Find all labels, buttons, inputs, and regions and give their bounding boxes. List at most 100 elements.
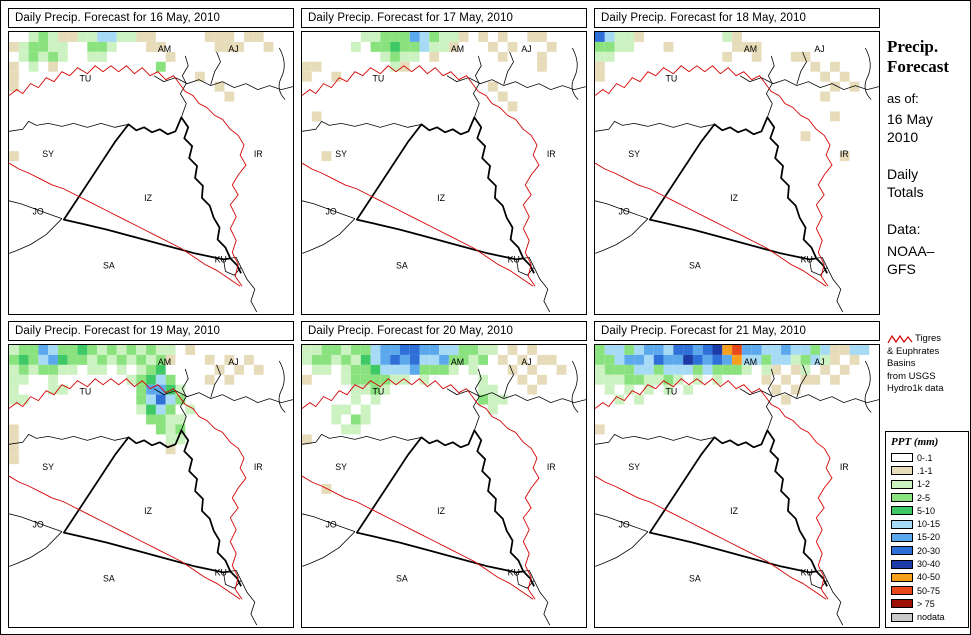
legend-entry: nodata	[891, 611, 964, 624]
forecast-panel-grid: Daily Precip. Forecast for 16 May, 2010 A…	[8, 8, 880, 628]
country-label: SY	[42, 149, 54, 159]
basin-squiggle-icon	[887, 334, 913, 344]
data-source-line2: GFS	[887, 260, 916, 277]
legend-swatch	[891, 546, 913, 556]
country-label: AJ	[521, 357, 531, 367]
country-label: AM	[158, 44, 171, 54]
country-label: AM	[451, 357, 464, 367]
legend-swatch	[891, 519, 913, 529]
legend-entry: 10-15	[891, 517, 964, 530]
figure-title-line2: Forecast	[887, 57, 949, 77]
legend-label: 0-.1	[917, 452, 933, 463]
country-label: AJ	[814, 357, 824, 367]
data-label: Data:	[887, 221, 921, 238]
country-label: IR	[840, 462, 849, 472]
legend-swatch	[891, 599, 913, 609]
legend-swatch	[891, 586, 913, 596]
figure-title-line1: Precip.	[887, 37, 939, 56]
legend-swatch	[891, 453, 913, 463]
forecast-panel: Daily Precip. Forecast for 21 May, 2010 A…	[594, 321, 880, 628]
country-label: TU	[80, 387, 92, 397]
forecast-panel: Daily Precip. Forecast for 20 May, 2010 A…	[301, 321, 587, 628]
country-label: SA	[689, 260, 701, 270]
country-label: JO	[326, 520, 337, 530]
basin-note-text: Tigres	[915, 333, 942, 345]
country-label: SY	[335, 149, 347, 159]
country-label: KU	[508, 254, 520, 264]
basin-note-line: Hydro1k data	[887, 383, 944, 395]
legend-label: 20-30	[917, 545, 941, 556]
country-label: AJ	[228, 44, 238, 54]
panel-title: Daily Precip. Forecast for 16 May, 2010	[8, 8, 294, 28]
legend-entry: 50-75	[891, 584, 964, 597]
country-label: IZ	[437, 506, 445, 516]
forecast-panel: Daily Precip. Forecast for 16 May, 2010 A…	[8, 8, 294, 315]
legend-entry: > 75	[891, 597, 964, 610]
panel-title: Daily Precip. Forecast for 20 May, 2010	[301, 321, 587, 341]
precip-map: AM AJ TU SY IR IZ JO SA KU	[9, 32, 293, 313]
basin-note-line: Tigres	[887, 333, 969, 346]
asof-label: as of:	[887, 91, 919, 107]
legend-title: PPT (mm)	[891, 436, 939, 448]
country-label: JO	[33, 207, 44, 217]
map-frame: AM AJ TU SY IR IZ JO SA KU	[8, 31, 294, 315]
basin-note-line: & Euphrates	[887, 346, 940, 357]
country-label: IZ	[730, 193, 738, 203]
asof-date-line2: 2010	[887, 128, 919, 145]
country-label: AM	[744, 357, 757, 367]
country-label: TU	[373, 387, 385, 397]
legend-label: 1-2	[917, 479, 931, 490]
legend-swatch	[891, 532, 913, 542]
country-label: IZ	[437, 193, 445, 203]
country-label: IR	[254, 462, 263, 472]
country-label: KU	[215, 254, 227, 264]
country-label: SA	[396, 573, 408, 583]
legend: PPT (mm) 0-.1 .1-1 1-2 2-5 5-10 10-15 15-20 20-…	[885, 431, 969, 628]
country-label: KU	[508, 567, 520, 577]
country-label: IZ	[144, 506, 152, 516]
country-label: KU	[801, 254, 813, 264]
map-frame: AM AJ TU SY IR IZ JO SA KU	[594, 31, 880, 315]
country-label: AM	[451, 44, 464, 54]
legend-label: nodata	[917, 612, 945, 623]
country-label: SY	[42, 462, 54, 472]
country-label: SA	[689, 573, 701, 583]
country-label: JO	[619, 520, 630, 530]
legend-entry: 0-.1	[891, 451, 964, 464]
legend-swatch	[891, 559, 913, 569]
forecast-panel: Daily Precip. Forecast for 17 May, 2010 A…	[301, 8, 587, 315]
country-label: AJ	[228, 357, 238, 367]
map-frame: AM AJ TU SY IR IZ JO SA KU	[301, 344, 587, 628]
data-source: NOAA– GFS	[887, 243, 969, 278]
country-label: IR	[840, 149, 849, 159]
legend-swatch	[891, 493, 913, 503]
country-label: SY	[628, 462, 640, 472]
legend-entries: 0-.1 .1-1 1-2 2-5 5-10 10-15 15-20 20-30 30-40 40…	[891, 451, 964, 624]
legend-swatch	[891, 572, 913, 582]
legend-entry: 30-40	[891, 557, 964, 570]
legend-label: 30-40	[917, 559, 941, 570]
panel-title: Daily Precip. Forecast for 21 May, 2010	[594, 321, 880, 341]
precip-map: AM AJ TU SY IR IZ JO SA KU	[302, 32, 586, 313]
asof-date-line1: 16 May	[887, 111, 933, 128]
precip-map: AM AJ TU SY IR IZ JO SA KU	[595, 32, 879, 313]
country-label: IZ	[144, 193, 152, 203]
country-label: SA	[103, 260, 115, 270]
basin-note-line: Basins	[887, 358, 916, 370]
country-label: SA	[103, 573, 115, 583]
panel-title: Daily Precip. Forecast for 17 May, 2010	[301, 8, 587, 28]
precip-map: AM AJ TU SY IR IZ JO SA KU	[9, 345, 293, 626]
sidebar: Precip. Forecast as of: 16 May 2010 Dail…	[887, 37, 969, 278]
legend-label: .1-1	[917, 465, 933, 476]
figure-title: Precip. Forecast	[887, 37, 969, 77]
country-label: SA	[396, 260, 408, 270]
map-frame: AM AJ TU SY IR IZ JO SA KU	[301, 31, 587, 315]
panel-title: Daily Precip. Forecast for 18 May, 2010	[594, 8, 880, 28]
legend-entry: 40-50	[891, 571, 964, 584]
totals-line1: Daily	[887, 166, 919, 183]
forecast-panel: Daily Precip. Forecast for 19 May, 2010 A…	[8, 321, 294, 628]
forecast-panel: Daily Precip. Forecast for 18 May, 2010 A…	[594, 8, 880, 315]
legend-swatch	[891, 612, 913, 622]
country-label: JO	[326, 207, 337, 217]
